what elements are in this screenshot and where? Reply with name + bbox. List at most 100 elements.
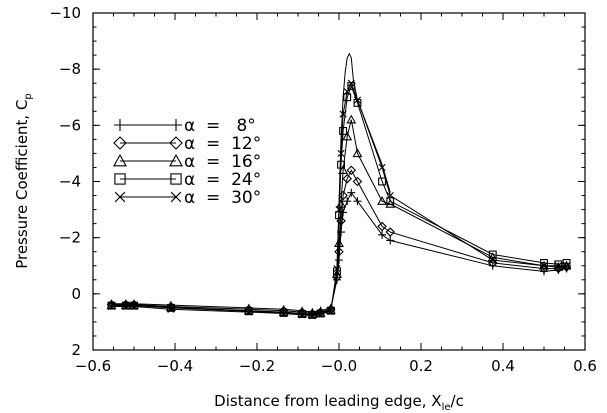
data-point-cross xyxy=(337,149,345,158)
data-point-square xyxy=(386,197,395,206)
data-point-cross xyxy=(353,96,362,104)
legend-marker-right xyxy=(170,119,182,131)
y-tick-label: 0 xyxy=(71,285,81,303)
data-point-triangle xyxy=(332,269,342,278)
data-point-triangle xyxy=(561,260,572,270)
data-point-plus xyxy=(386,236,395,245)
data-point-cross xyxy=(130,302,138,311)
series-lines xyxy=(111,52,567,317)
y-axis-label-main: Pressure Coefficient, C xyxy=(13,100,31,269)
data-point-cross xyxy=(339,110,347,118)
legend-marker-right xyxy=(169,136,183,150)
data-point-diamond xyxy=(336,216,346,226)
data-point-cross xyxy=(378,163,386,172)
x-tick-label: −0.0 xyxy=(321,357,357,375)
legend-marker-right xyxy=(169,153,183,167)
y-axis-label-sub: p xyxy=(23,93,34,99)
series-markers xyxy=(106,79,572,320)
data-point-square xyxy=(316,309,325,318)
data-point-square xyxy=(335,211,343,220)
data-point-plus xyxy=(337,228,346,237)
x-axis-label-main: Distance from leading edge, X xyxy=(214,392,441,410)
peak-envelope-line xyxy=(336,52,391,269)
data-point-cross xyxy=(316,310,325,318)
data-point-diamond xyxy=(385,227,396,237)
y-tick-label: 2 xyxy=(71,341,81,359)
data-point-square xyxy=(339,127,348,135)
x-tick-label: −0.6 xyxy=(75,357,111,375)
y-tick-label: −2 xyxy=(59,229,81,247)
x-tick-label: −0.2 xyxy=(239,357,275,375)
data-point-triangle xyxy=(377,196,387,205)
data-point-plus xyxy=(488,261,497,270)
data-point-triangle xyxy=(553,262,564,271)
legend-marker-left xyxy=(114,119,126,131)
data-point-cross xyxy=(540,262,548,270)
data-point-diamond xyxy=(342,173,352,184)
data-point-triangle xyxy=(338,165,349,175)
plot-frame xyxy=(92,12,586,351)
data-point-square xyxy=(337,160,345,169)
data-point-cross xyxy=(333,264,341,273)
x-axis-label: Distance from leading edge, Xle/c xyxy=(214,392,464,413)
axis-ticks: −0.6 −0.4 −0.2 −0.0 0.2 0.4 0.6 −10 −8 −6 −4 −2 0 2 xyxy=(49,4,597,375)
x-tick-label: 0.4 xyxy=(491,357,515,375)
data-point-cross xyxy=(308,312,316,320)
legend-label: α = 30° xyxy=(184,188,261,208)
data-point-triangle xyxy=(334,238,344,248)
data-point-cross xyxy=(280,309,288,318)
legend-marker-left xyxy=(114,173,126,185)
series-line-2 xyxy=(111,119,567,315)
x-tick-label: −0.4 xyxy=(157,357,193,375)
legend-marker-right xyxy=(170,173,182,185)
data-point-square xyxy=(378,177,386,186)
legend-marker-left xyxy=(113,136,127,150)
data-point-diamond xyxy=(346,165,357,176)
y-tick-label: −10 xyxy=(49,4,81,22)
data-point-square xyxy=(244,307,253,316)
legend: α = 8°α = 12°α = 16°α = 24°α = 30° xyxy=(113,116,261,208)
data-point-diamond xyxy=(338,190,348,201)
series-line-1 xyxy=(111,169,567,315)
data-point-triangle xyxy=(342,131,353,141)
data-point-square xyxy=(326,306,335,315)
data-point-square xyxy=(279,308,288,317)
data-point-plus xyxy=(339,208,348,217)
legend-label: α = 8° xyxy=(184,116,256,136)
data-point-cross xyxy=(327,307,335,315)
data-point-diamond xyxy=(352,176,363,187)
data-point-plus xyxy=(335,256,343,265)
data-point-diamond xyxy=(487,258,498,268)
data-point-cross xyxy=(386,191,394,200)
data-point-square xyxy=(308,310,317,319)
data-point-square xyxy=(166,303,175,312)
y-tick-label: −6 xyxy=(59,116,81,134)
data-point-square xyxy=(554,260,563,269)
data-point-triangle xyxy=(352,148,363,158)
data-point-cross xyxy=(347,79,355,87)
data-point-triangle xyxy=(539,260,549,270)
data-point-cross xyxy=(167,305,175,313)
data-point-triangle xyxy=(346,114,357,124)
data-point-cross xyxy=(107,302,116,311)
x-axis-label-suffix: /c xyxy=(451,392,464,410)
data-point-cross xyxy=(562,262,571,270)
x-tick-label: 0.2 xyxy=(409,357,433,375)
data-point-triangle xyxy=(385,198,396,208)
legend-label: α = 16° xyxy=(184,152,261,172)
data-point-cross xyxy=(335,205,343,214)
data-point-cross xyxy=(343,88,351,96)
data-point-square xyxy=(343,93,352,102)
legend-marker-right xyxy=(170,191,182,203)
data-point-plus xyxy=(378,230,387,239)
x-axis-label-sub: le xyxy=(442,402,451,413)
data-point-cross xyxy=(122,302,130,311)
data-point-cross xyxy=(298,311,306,319)
data-point-diamond xyxy=(377,221,387,232)
data-point-cross xyxy=(554,262,562,270)
data-point-square xyxy=(298,310,307,319)
data-point-cross xyxy=(489,256,497,264)
data-point-square xyxy=(121,301,130,310)
x-tick-label: 0.6 xyxy=(573,357,597,375)
y-tick-label: −4 xyxy=(59,173,81,191)
